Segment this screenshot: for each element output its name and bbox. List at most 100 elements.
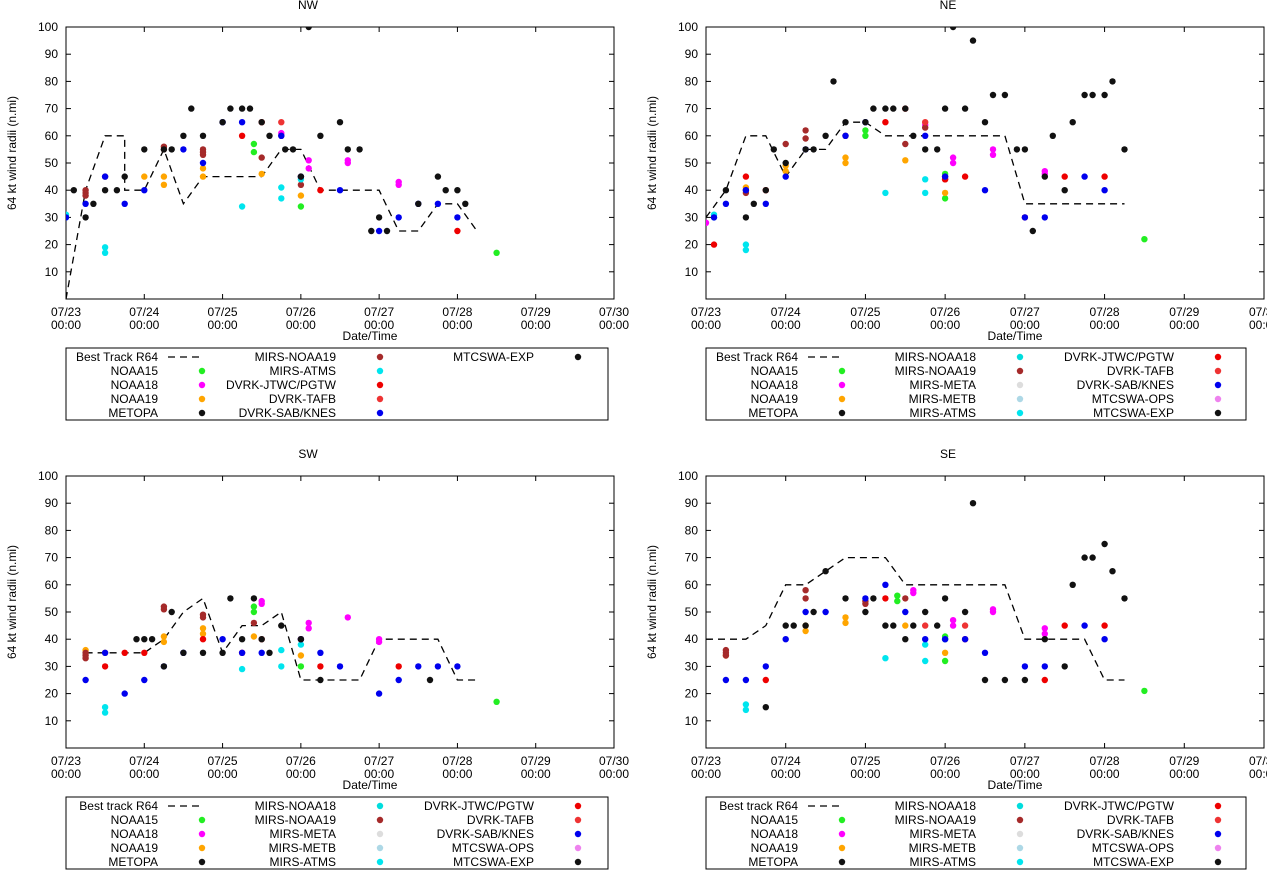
data-point [160,146,168,153]
x-tick-time-label: 00:00 [850,767,880,781]
data-point [882,595,889,602]
plot-area [706,500,1148,714]
x-tick-date-label: 07/23 [51,754,81,768]
data-point [882,105,889,112]
data-point [305,165,312,172]
data-point [1141,236,1148,243]
data-point [199,649,207,656]
legend-dot-swatch [1214,353,1222,361]
series-metopa [305,27,312,31]
y-tick-label: 60 [685,129,699,143]
legend-label: MIRS-ATMS [910,406,976,420]
data-point [289,146,297,153]
data-point [415,663,422,670]
x-tick-date-label: 07/26 [286,305,316,319]
data-point [454,227,461,235]
data-point [1121,146,1128,153]
x-tick-time-label: 00:00 [51,318,81,332]
x-axis-label: Date/Time [988,778,1043,792]
data-point [238,132,246,139]
data-point [141,187,148,194]
x-tick-date-label: 07/23 [691,754,721,768]
data-point [258,170,265,178]
legend-dot-swatch [198,381,206,389]
data-point [902,140,909,148]
data-point [70,187,78,194]
data-point [454,187,461,194]
data-point [258,119,265,126]
data-point [160,638,168,646]
legend-dot-swatch [1016,395,1024,403]
x-tick-time-label: 00:00 [286,767,316,781]
data-point [227,105,234,112]
data-point [882,622,889,629]
data-point [949,159,957,167]
chart-panel-ne: NE10203040506070809010007/2300:0007/2400… [645,0,1267,421]
y-tick-label: 80 [685,74,699,88]
data-point [802,146,809,153]
x-tick-date-label: 07/26 [286,754,316,768]
y-tick-label: 70 [685,551,699,565]
data-point [762,663,769,670]
data-point [297,203,305,210]
legend-dot-swatch [198,409,206,417]
legend-label: MIRS-NOAA19 [895,813,977,827]
data-point [782,159,789,167]
legend-dot-swatch [198,816,206,824]
data-point [922,641,929,648]
data-point [842,154,849,161]
data-point [344,146,351,153]
data-point [426,676,434,684]
data-point [941,173,949,180]
y-tick-label: 80 [685,523,699,537]
data-point [160,663,168,670]
y-tick-label: 10 [685,714,699,728]
data-point [1041,173,1049,180]
legend-label: NOAA15 [751,813,799,827]
data-point [442,187,449,194]
series-mirs-atms [66,176,305,256]
y-tick-label: 40 [45,632,59,646]
x-tick-time-label: 00:00 [771,318,801,332]
data-point [1109,78,1116,85]
x-tick-time-label: 00:00 [1169,318,1199,332]
data-point [742,241,750,248]
legend-label: NOAA18 [751,378,799,392]
data-point [493,698,500,705]
data-point [121,649,128,656]
data-point [782,168,789,175]
x-tick-time-label: 00:00 [599,318,629,332]
data-point [101,187,109,194]
data-point [1021,676,1029,684]
data-point [922,146,929,153]
data-point [1101,636,1108,643]
legend-label: MTCSWA-EXP [453,350,534,364]
series-noaa15 [250,603,500,705]
data-point [782,622,789,629]
y-tick-label: 60 [685,578,699,592]
data-point [706,219,710,226]
y-tick-label: 70 [45,551,59,565]
legend-dot-swatch [376,858,384,866]
legend-dot-swatch [1016,844,1024,852]
data-point [395,214,402,221]
x-tick-date-label: 07/30 [1249,754,1267,768]
y-tick-label: 100 [38,469,58,483]
data-point [1029,227,1037,235]
y-tick-label: 10 [45,265,59,279]
legend-label: MIRS-NOAA18 [255,799,337,813]
data-point [862,608,869,616]
x-axis-label: Date/Time [988,329,1043,343]
data-point [336,119,344,126]
data-point [862,595,869,602]
legend-dot-swatch [574,844,582,852]
legend-dot-swatch [574,802,582,810]
data-point [981,187,989,194]
data-point [782,636,789,643]
data-point [141,173,148,180]
data-point [949,617,957,624]
data-point [101,704,109,711]
data-point [762,676,769,684]
